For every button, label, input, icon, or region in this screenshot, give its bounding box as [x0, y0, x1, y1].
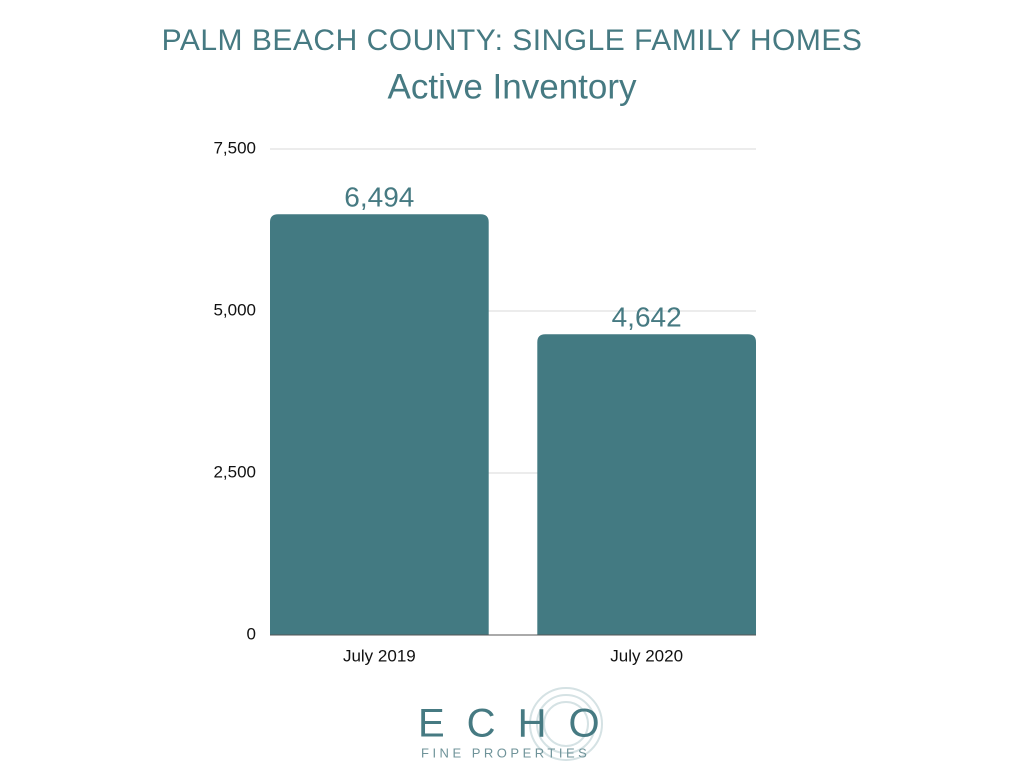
y-tick-label: 7,500: [213, 138, 256, 157]
value-label: 4,642: [612, 302, 682, 333]
y-tick-label: 2,500: [213, 462, 256, 481]
x-tick-label: July 2020: [610, 646, 683, 665]
logo-tagline: FINE PROPERTIES: [421, 745, 590, 760]
chart-subtitle: Active Inventory: [388, 67, 637, 106]
chart-title: PALM BEACH COUNTY: SINGLE FAMILY HOMES: [162, 24, 863, 57]
value-label: 6,494: [344, 182, 414, 213]
y-tick-label: 0: [247, 624, 256, 643]
logo-rings: [529, 687, 603, 761]
bar: [270, 214, 489, 636]
bar: [537, 334, 756, 635]
logo-name: ECHO: [418, 702, 622, 746]
x-tick-label: July 2019: [343, 646, 416, 665]
y-tick-label: 5,000: [213, 300, 256, 319]
